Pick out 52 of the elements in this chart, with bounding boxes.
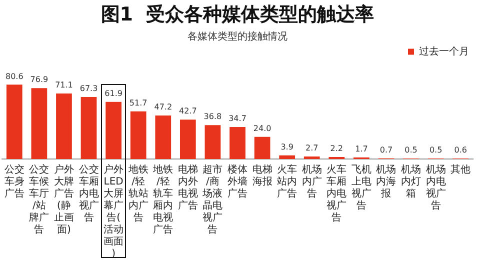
data-label: 2.2 <box>330 144 344 154</box>
x-tick-label: 超市/商场液晶电视广告 <box>202 164 223 236</box>
x-tick-label: 其他 <box>450 164 471 176</box>
data-label: 67.3 <box>80 84 98 94</box>
bar <box>230 127 246 159</box>
x-tick-label: 机场内海报 <box>376 164 396 200</box>
data-label: 24.0 <box>253 124 272 133</box>
x-tick-label: 楼体外墙广告 <box>228 164 248 200</box>
x-tick-label: 火车车厢内电视广告 <box>326 164 347 224</box>
bar <box>279 155 296 159</box>
x-tick-label: 地铁/轻轨车厢内电视广告 <box>152 164 174 236</box>
data-label: 47.2 <box>154 102 172 112</box>
data-label: 36.8 <box>204 112 222 122</box>
data-label: 3.9 <box>280 142 294 152</box>
bar <box>106 102 122 159</box>
data-label: 71.1 <box>55 80 73 90</box>
x-tick-label: 户外大牌广告(静止画面) <box>54 164 74 236</box>
x-tick-label: 火车站内广告 <box>277 164 298 200</box>
data-label: 51.7 <box>129 98 148 108</box>
data-label: 34.7 <box>228 114 246 124</box>
x-tick-label: 电梯海报 <box>252 164 272 188</box>
bar <box>155 115 172 159</box>
chart-subtitle: 各媒体类型的接触情况 <box>188 30 288 42</box>
x-tick-label: 地铁/轻轨站内广告 <box>127 164 148 224</box>
data-label: 1.7 <box>355 144 368 154</box>
x-tick-label: 公交车厢内电视广告 <box>78 164 99 224</box>
x-tick-label: 飞机上电视广告 <box>351 164 372 212</box>
data-label: 2.7 <box>306 144 318 153</box>
bar <box>180 120 196 159</box>
x-tick-label: 公交车候车厅/站牌广告 <box>29 164 50 236</box>
data-label: 0.5 <box>429 146 442 155</box>
data-label: 76.9 <box>30 75 48 84</box>
data-label: 0.6 <box>454 146 467 155</box>
x-tick-label: 机场内广告 <box>302 164 322 200</box>
data-label: 0.7 <box>380 145 393 154</box>
legend-label: 过去一个月 <box>419 45 469 58</box>
x-tick-label: 机场内灯箱 <box>401 164 422 200</box>
bar <box>204 125 221 159</box>
bar <box>6 84 22 159</box>
bar <box>31 88 48 159</box>
data-label: 42.7 <box>179 106 197 116</box>
bar <box>254 136 270 159</box>
data-label: 61.9 <box>104 89 122 98</box>
data-label: 0.5 <box>404 146 418 155</box>
bar <box>130 111 146 159</box>
bar <box>80 96 97 159</box>
chart-title: 图1 受众各种媒体类型的触达率 <box>100 3 374 26</box>
bar <box>56 93 72 159</box>
x-tick-label: 机场内电视广告 <box>426 164 446 212</box>
x-tick-label: 公交车身广告 <box>4 164 24 200</box>
data-label: 80.6 <box>5 72 24 81</box>
x-tick-label: 电梯内外电视广告 <box>178 164 198 212</box>
